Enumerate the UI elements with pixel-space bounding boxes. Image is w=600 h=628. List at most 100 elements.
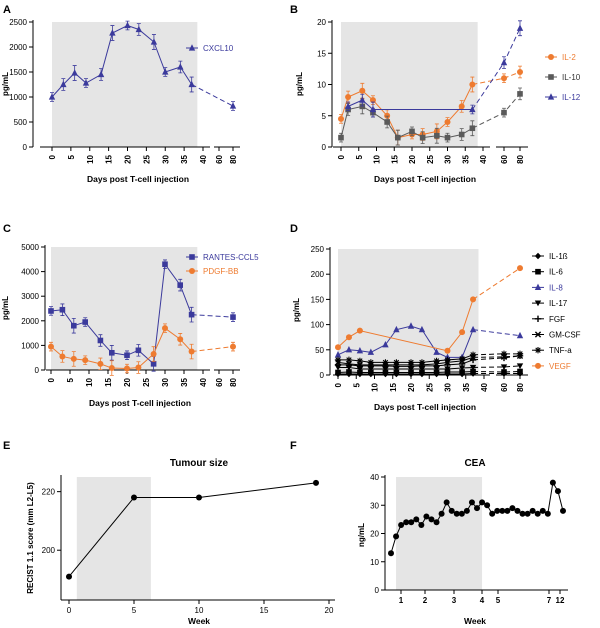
panel-d-point-il-6 (368, 369, 374, 376)
panel-a-point-cxcl10 (188, 80, 195, 88)
panel-f-point-cea (519, 510, 526, 517)
panel-d-point-il-17 (433, 366, 440, 373)
panel-a-y-tick-label: 2000 (9, 43, 27, 52)
panel-f-point-cea (418, 522, 425, 529)
panel-c-dashed-line-rantes-ccl5 (191, 314, 234, 318)
panel-d-point-tnf-a (407, 359, 415, 366)
panel-b-point-il-2 (458, 103, 465, 110)
panel-d-dashed-line-vegf (472, 267, 521, 300)
panel-a-point-cxcl10 (162, 68, 169, 75)
panel-a-y-tick-label: 2500 (9, 18, 27, 27)
panel-f-x-tick-label: 4 (480, 596, 485, 605)
panel-d-y-tick-label: 50 (315, 346, 324, 355)
panel-d-point-il-17 (516, 363, 524, 370)
panel-b-point-il-12 (344, 102, 352, 109)
panel-d-point-vegf (444, 347, 451, 354)
panel-a-shaded-region (52, 22, 198, 147)
panel-c-y-tick-label: 3000 (21, 292, 39, 301)
panel-b-point-il-10 (501, 109, 507, 116)
panel-d-x-tick-label: 35 (462, 382, 471, 391)
panel-f-point-cea (458, 510, 465, 517)
panel-b-point-il-2 (345, 94, 352, 100)
panel-d-x-tick-label: 40 (480, 382, 489, 391)
panel-f-point-cea (388, 550, 394, 557)
panel-d-point-il-6 (517, 368, 523, 375)
panel-f-point-cea (560, 507, 566, 514)
panel-d-x-tick-label: 30 (444, 382, 453, 391)
panel-d-point-il-17 (356, 366, 364, 373)
panel-d-point-tnf-a (516, 350, 524, 358)
panel-f-point-cea (494, 507, 501, 514)
panel-b-point-il-10 (395, 134, 401, 141)
panel-d-point-il-17 (382, 366, 389, 373)
panel-c-point-pdgf-bb (150, 351, 157, 358)
panel-e-y-tick-label: 200 (42, 546, 56, 555)
panel-d-dashed-line-il-6 (473, 370, 521, 373)
panel-f-point-cea (438, 510, 445, 517)
panel-f-point-cea (479, 499, 486, 506)
panel-d-point-il-6 (419, 369, 425, 376)
panel-f-point-cea (393, 533, 400, 540)
panel-d-point-il-8 (382, 340, 389, 348)
panel-b-x-tick-label: 25 (426, 154, 435, 163)
panel-c-y-tick-label: 1000 (21, 341, 39, 350)
panel-c-point-rantes-ccl5 (135, 347, 142, 354)
panel-b-point-il-2 (369, 97, 376, 104)
panel-a-point-cxcl10 (48, 93, 56, 100)
panel-d-point-il-8 (334, 351, 342, 358)
panel-a-x-tick-label: 35 (180, 154, 189, 163)
panel-b-y-tick-label: 15 (317, 49, 326, 58)
panel-b-point-il-10 (384, 119, 390, 125)
panel-c-point-rantes-ccl5 (188, 311, 195, 318)
panel-f-x-tick-label: 12 (556, 596, 565, 605)
panel-a-point-cxcl10 (109, 29, 116, 36)
panel-d-legend-marker-tnf-a (534, 347, 542, 354)
panel-a-x-tick-label: 0 (48, 154, 57, 159)
panel-d-legend-marker-il-17 (534, 300, 542, 307)
panel-b-point-il-2 (338, 115, 344, 122)
panel-f-point-cea (443, 499, 450, 506)
panel-d-legend-marker-il-1 (534, 252, 542, 260)
panel-b-point-il-10 (338, 134, 344, 141)
panel-f-x-tick-label: 2 (423, 596, 428, 605)
panel-f-title: CEA (464, 458, 485, 469)
panel-b-legend-label-il-12: IL-12 (562, 93, 581, 102)
panel-b-point-il-2 (359, 87, 366, 94)
panel-d-point-il-8 (469, 325, 477, 333)
panel-d-point-il-8 (393, 325, 400, 333)
panel-d-point-il-17 (367, 366, 375, 373)
panel-e-y-tick-label: 220 (42, 488, 56, 497)
panel-c-y-tick-label: 0 (35, 366, 40, 375)
panel-f-point-cea (453, 510, 460, 517)
panel-a-y-tick-label: 0 (23, 143, 28, 152)
panel-c-dashed-line-pdgf-bb (191, 346, 234, 353)
panel-a-point-cxcl10 (135, 25, 143, 33)
panel-d-point-tnf-a (367, 359, 375, 366)
panel-e-shaded-region (76, 477, 151, 600)
panel-b-y-tick-label: 20 (317, 18, 326, 27)
panel-c-x-tick-label: 0 (47, 377, 56, 382)
panel-f-point-cea (509, 505, 516, 512)
panel-a-x-tick-label: 80 (229, 154, 238, 163)
panel-e-point-tumour-size (313, 479, 319, 486)
panel-d-point-il-17 (444, 366, 451, 373)
panel-c-shaded-region (51, 247, 198, 370)
panel-d-x-tick-label: 25 (425, 382, 434, 391)
panel-d-point-il-6 (408, 369, 414, 376)
panel-c-x-tick-label: 40 (199, 377, 208, 386)
panel-c-point-pdgf-bb (124, 365, 130, 372)
panel-a-x-tick-label: 60 (215, 154, 224, 163)
panel-d-point-il-8 (356, 347, 364, 354)
panel-d-legend-label-vegf: VEGF (549, 362, 571, 371)
panel-c-point-rantes-ccl5 (230, 314, 236, 320)
panel-f-y-tick-label: 0 (375, 586, 380, 595)
panel-f-point-cea (549, 479, 556, 486)
panel-d-legend-label-gm-csf: GM-CSF (549, 331, 581, 340)
panel-b-point-il-10 (419, 134, 426, 141)
panel-e-x-tick-label: 15 (260, 606, 269, 615)
panel-d-point-vegf (459, 329, 466, 336)
panel-d-point-il-6 (501, 369, 507, 375)
panel-e-x-tick-label: 0 (67, 606, 72, 615)
panel-a-x-tick-label: 30 (161, 154, 170, 163)
panel-a-y-tick-label: 1500 (9, 68, 27, 77)
